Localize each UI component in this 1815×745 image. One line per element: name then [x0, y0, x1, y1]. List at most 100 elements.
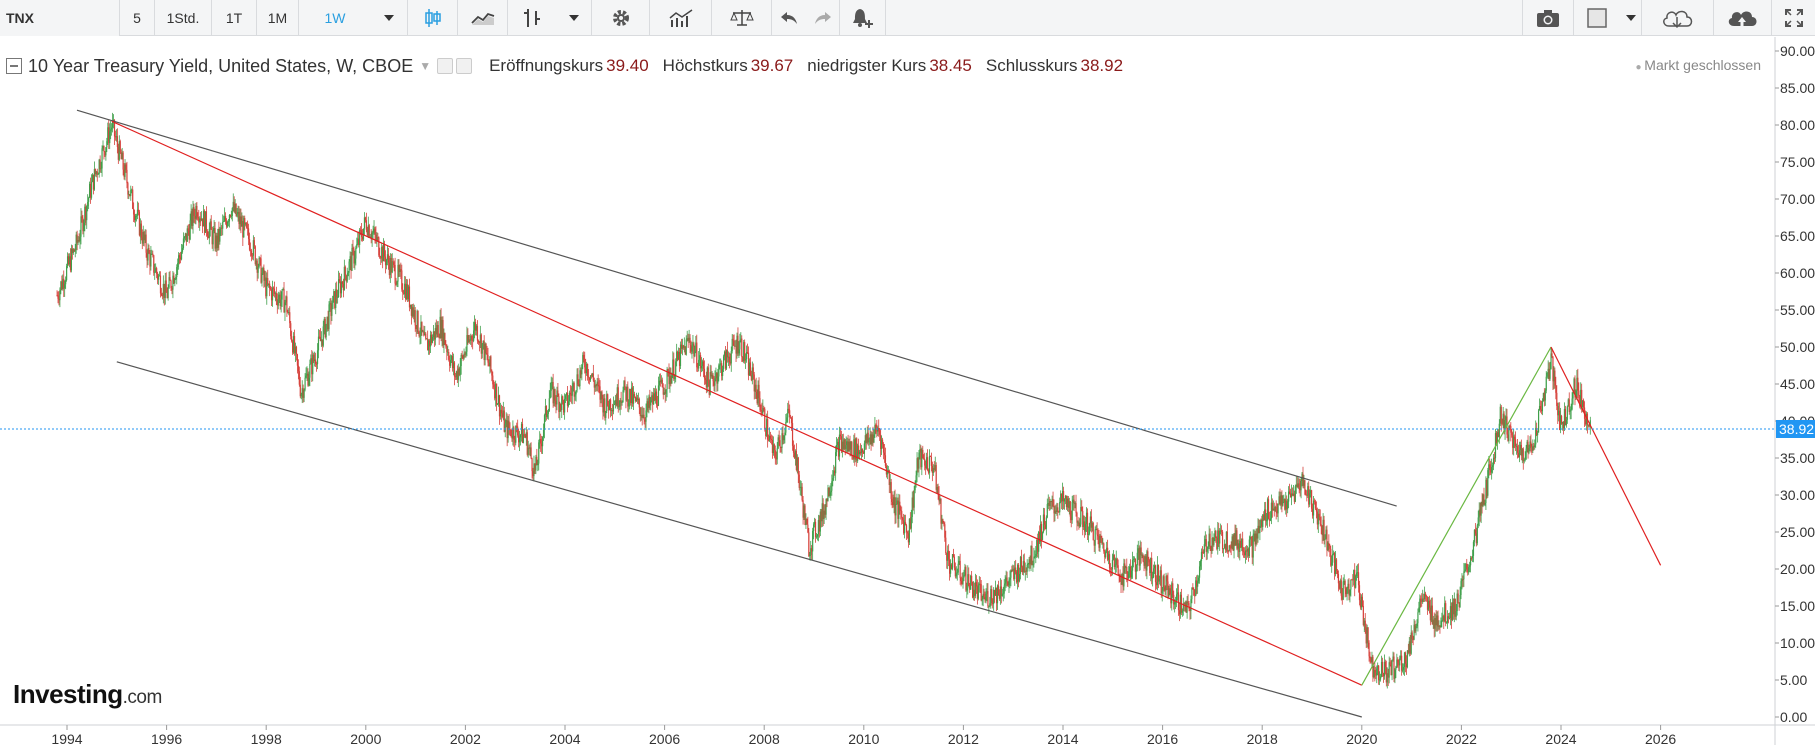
- candle-body: [1412, 639, 1414, 640]
- undo-icon[interactable]: [772, 0, 806, 36]
- chevron-down-icon[interactable]: ▼: [419, 59, 432, 73]
- compare-scale-icon[interactable]: [712, 0, 772, 36]
- candle-body: [1185, 602, 1187, 613]
- settings-gear-icon[interactable]: [592, 0, 650, 36]
- cloud-upload-icon[interactable]: [1714, 0, 1772, 36]
- candle-body: [1196, 580, 1198, 587]
- interval-5-button[interactable]: 5: [120, 0, 155, 36]
- candle-body: [348, 261, 350, 273]
- candle-body: [565, 392, 568, 396]
- candle-body: [374, 228, 376, 235]
- candle-body: [1121, 573, 1123, 585]
- fullscreen-icon[interactable]: [1772, 0, 1815, 36]
- candle-body: [782, 433, 784, 441]
- candle-body: [1422, 598, 1424, 602]
- dropdown-caret-icon[interactable]: [371, 0, 408, 36]
- dropdown-caret-icon[interactable]: [556, 0, 592, 36]
- candle-body: [1078, 522, 1080, 527]
- candle-body: [723, 351, 726, 357]
- interval-1d-button[interactable]: 1T: [212, 0, 257, 36]
- candle-body: [178, 255, 180, 264]
- candle-body: [983, 593, 985, 598]
- candle-body: [745, 352, 748, 360]
- candle-body: [1266, 499, 1269, 521]
- candle-body: [1358, 585, 1361, 601]
- candle-body: [641, 414, 643, 418]
- candle-body: [225, 221, 228, 227]
- cloud-download-icon[interactable]: [1642, 0, 1714, 36]
- line-chart-icon[interactable]: [458, 0, 508, 36]
- redo-icon[interactable]: [806, 0, 840, 36]
- candle-body: [953, 556, 955, 568]
- visibility-icon[interactable]: [437, 58, 454, 74]
- candle-body: [486, 353, 488, 355]
- candle-body: [1071, 501, 1073, 521]
- color-square-icon[interactable]: [1574, 0, 1620, 36]
- candle-body: [978, 583, 980, 586]
- camera-icon[interactable]: [1522, 0, 1574, 36]
- candle-body: [1253, 533, 1255, 535]
- candle-body: [855, 438, 857, 460]
- candle-body: [1085, 512, 1088, 525]
- candle-body: [1177, 592, 1180, 611]
- candle-body: [663, 392, 665, 395]
- candle-body: [1318, 513, 1320, 518]
- symbol-input[interactable]: TNX: [0, 0, 120, 36]
- candle-body: [610, 409, 613, 411]
- candle-body: [1560, 415, 1562, 431]
- candle-body: [1106, 547, 1108, 552]
- candle-body: [1202, 552, 1204, 554]
- x-tick-label: 2004: [549, 731, 580, 745]
- candle-body: [863, 443, 865, 454]
- indicators-icon[interactable]: [650, 0, 712, 36]
- chart-area[interactable]: 90.00 85.00 80.00 75.00 70.00 65.00 60.00 55.00…: [0, 37, 1815, 745]
- candle-body: [684, 346, 686, 355]
- candle-body: [1270, 502, 1272, 519]
- candle-body: [1255, 533, 1257, 545]
- alert-icon[interactable]: [840, 0, 886, 36]
- interval-1h-button[interactable]: 1Std.: [155, 0, 212, 36]
- candle-body: [1307, 486, 1309, 496]
- candle-body: [1130, 570, 1133, 578]
- interval-1m-button[interactable]: 1M: [257, 0, 299, 36]
- price-chart[interactable]: 90.0085.0080.0075.0070.0065.0060.0055.00…: [0, 37, 1815, 745]
- candle-body: [713, 381, 715, 386]
- candle-body: [1156, 564, 1159, 586]
- candle-body: [1150, 557, 1152, 573]
- bar-chart-icon[interactable]: [508, 0, 556, 36]
- candlestick-icon[interactable]: [408, 0, 458, 36]
- candle-body: [484, 343, 486, 361]
- candle-body: [877, 428, 879, 432]
- candle-body: [550, 382, 552, 391]
- candle-body: [129, 194, 131, 196]
- candle-body: [1380, 661, 1383, 677]
- candle-body: [401, 270, 403, 290]
- candle-body: [413, 310, 415, 317]
- dropdown-caret-icon[interactable]: [1620, 0, 1642, 36]
- candle-body: [463, 353, 465, 359]
- candle-body: [966, 588, 968, 591]
- candle-body: [735, 345, 737, 354]
- collapse-legend-icon[interactable]: [6, 58, 22, 74]
- candle-body: [929, 455, 932, 457]
- candle-body: [269, 283, 271, 289]
- candle-body: [256, 260, 258, 273]
- y-tick-label: 70.00: [1780, 191, 1815, 207]
- candle-body: [1230, 547, 1232, 549]
- candle-body: [1069, 501, 1071, 517]
- candle-body: [67, 256, 70, 265]
- interval-1w-button[interactable]: 1W: [324, 10, 346, 26]
- candle-body: [942, 519, 944, 523]
- candle-body: [244, 218, 246, 225]
- settings-small-icon[interactable]: [456, 58, 473, 74]
- candle-body: [1111, 559, 1114, 570]
- candle-body: [156, 268, 158, 274]
- candle-body: [292, 341, 294, 353]
- candle-body: [1214, 531, 1216, 538]
- candle-body: [972, 589, 975, 598]
- candle-body: [1205, 539, 1207, 552]
- candle-body: [108, 127, 110, 144]
- candle-body: [229, 214, 231, 217]
- candle-body: [1061, 493, 1063, 502]
- candle-body: [1587, 424, 1589, 426]
